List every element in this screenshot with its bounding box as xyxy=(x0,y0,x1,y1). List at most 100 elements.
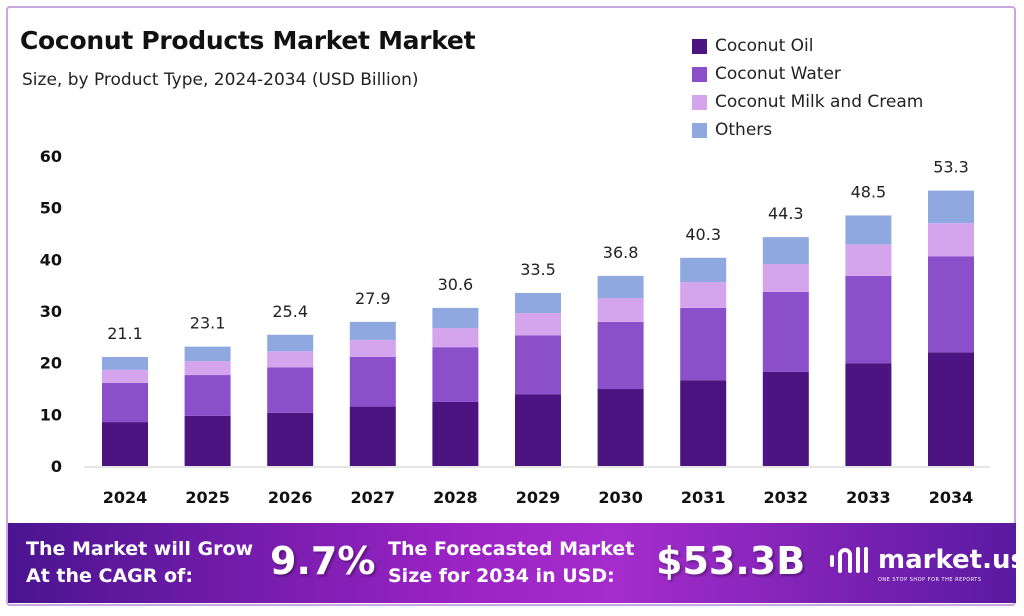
bar-segment-others xyxy=(597,275,644,299)
bar-segment-coconut-oil xyxy=(515,394,561,466)
bar-segment-coconut-water xyxy=(267,367,314,413)
bar-segment-others xyxy=(267,334,314,352)
forecast-label: The Forecasted Market Size for 2034 in U… xyxy=(388,536,634,590)
x-tick-label: 2034 xyxy=(929,488,974,507)
forecast-label-line1: The Forecasted Market xyxy=(388,538,635,560)
x-tick-label: 2030 xyxy=(598,488,643,507)
bar-segment-coconut-milk-and-cream xyxy=(432,328,479,348)
bar-segment-coconut-milk-and-cream xyxy=(680,282,727,308)
legend-label: Coconut Water xyxy=(715,64,841,84)
x-tick-label: 2031 xyxy=(681,488,726,507)
legend-swatch xyxy=(692,38,707,54)
bar-segment-others xyxy=(102,356,148,370)
cagr-label-line2: At the CAGR of: xyxy=(26,565,193,587)
bar-segment-coconut-water xyxy=(928,256,974,353)
y-tick-label: 60 xyxy=(40,147,62,166)
bar-segment-coconut-milk-and-cream xyxy=(928,223,974,257)
bar-segment-coconut-water xyxy=(680,307,727,381)
legend-swatch xyxy=(692,122,707,138)
bar-segment-coconut-milk-and-cream xyxy=(184,361,231,376)
legend-label: Others xyxy=(715,120,773,140)
bar-segment-coconut-water xyxy=(762,291,809,372)
legend-item-coconut-water: Coconut Water xyxy=(692,60,923,88)
x-tick-label: 2027 xyxy=(351,488,396,507)
legend-item-others: Others xyxy=(692,116,923,144)
total-data-label: 25.4 xyxy=(272,302,308,321)
bar-segment-coconut-milk-and-cream xyxy=(267,351,314,368)
legend: Coconut Oil Coconut Water Coconut Milk a… xyxy=(692,32,923,144)
market-us-logo: market.us ONE STOP SHOP FOR THE REPORTS xyxy=(828,543,1024,583)
legend-label: Coconut Oil xyxy=(715,36,814,56)
forecast-value: $53.3B xyxy=(656,539,806,583)
bar-segment-others xyxy=(762,237,809,264)
y-tick-label: 30 xyxy=(40,302,62,321)
x-tick-label: 2026 xyxy=(268,488,313,507)
x-tick-label: 2025 xyxy=(185,488,230,507)
total-data-label: 21.1 xyxy=(107,324,143,343)
logo-icon xyxy=(830,547,868,573)
chart-subtitle: Size, by Product Type, 2024-2034 (USD Bi… xyxy=(22,70,419,90)
x-tick-label: 2032 xyxy=(764,488,809,507)
x-tick-label: 2028 xyxy=(433,488,478,507)
bar-segment-others xyxy=(845,215,892,245)
bar-segment-coconut-oil xyxy=(267,412,314,466)
y-tick-label: 10 xyxy=(40,405,62,424)
y-tick-label: 40 xyxy=(40,250,62,269)
bar-segment-coconut-oil xyxy=(928,352,974,466)
legend-item-coconut-oil: Coconut Oil xyxy=(692,32,923,60)
bar-segment-others xyxy=(928,190,974,224)
bar-segment-coconut-oil xyxy=(349,406,396,466)
bar-segment-coconut-milk-and-cream xyxy=(349,339,396,357)
bar-segment-coconut-oil xyxy=(184,415,231,466)
bar-segment-others xyxy=(680,257,727,283)
cagr-label: The Market will Grow At the CAGR of: xyxy=(26,536,253,590)
bar-segment-coconut-oil xyxy=(762,371,809,466)
bar-chart: 010203040506021.1202423.1202525.4202627.… xyxy=(40,147,990,507)
bar-segment-coconut-oil xyxy=(680,380,727,466)
bar-segment-coconut-oil xyxy=(432,401,479,466)
total-data-label: 44.3 xyxy=(768,204,804,223)
cagr-label-line1: The Market will Grow xyxy=(26,538,254,560)
bar-segment-others xyxy=(349,321,396,340)
chart-frame xyxy=(6,6,1016,606)
total-data-label: 33.5 xyxy=(520,260,556,279)
legend-label: Coconut Milk and Cream xyxy=(715,92,924,112)
bar-segment-coconut-water xyxy=(349,356,396,407)
y-tick-label: 50 xyxy=(40,199,62,218)
y-tick-label: 20 xyxy=(40,354,62,373)
bar-segment-coconut-water xyxy=(184,375,231,416)
bar-segment-coconut-water xyxy=(102,382,148,423)
total-data-label: 27.9 xyxy=(355,289,391,308)
chart-title: Coconut Products Market Market xyxy=(20,26,476,55)
total-data-label: 30.6 xyxy=(438,275,474,294)
y-tick-label: 0 xyxy=(51,457,62,476)
bar-segment-coconut-milk-and-cream xyxy=(102,369,148,383)
total-data-label: 23.1 xyxy=(190,314,226,333)
bar-segment-coconut-water xyxy=(515,335,561,395)
bar-segment-coconut-milk-and-cream xyxy=(845,244,892,276)
legend-item-coconut-milk: Coconut Milk and Cream xyxy=(692,88,923,116)
logo-name: market.us xyxy=(878,545,1024,575)
bar-segment-others xyxy=(184,346,231,362)
legend-swatch xyxy=(692,66,707,82)
bar-segment-coconut-water xyxy=(597,321,644,390)
x-tick-label: 2024 xyxy=(103,488,148,507)
cagr-value: 9.7% xyxy=(270,539,376,583)
x-tick-label: 2029 xyxy=(516,488,561,507)
total-data-label: 48.5 xyxy=(851,182,887,201)
summary-banner: The Market will Grow At the CAGR of: 9.7… xyxy=(8,523,1024,603)
legend-swatch xyxy=(692,94,707,110)
bar-segment-others xyxy=(515,292,561,314)
logo-tagline: ONE STOP SHOP FOR THE REPORTS xyxy=(878,577,982,583)
bar-segment-coconut-milk-and-cream xyxy=(515,313,561,336)
total-data-label: 53.3 xyxy=(933,158,969,177)
bar-segment-others xyxy=(432,307,479,329)
bar-segment-coconut-oil xyxy=(597,389,644,466)
forecast-label-line2: Size for 2034 in USD: xyxy=(388,565,615,587)
x-tick-label: 2033 xyxy=(846,488,891,507)
bar-segment-coconut-water xyxy=(432,347,479,402)
bar-segment-coconut-milk-and-cream xyxy=(762,263,809,292)
bar-segment-coconut-water xyxy=(845,275,892,364)
bar-segment-coconut-milk-and-cream xyxy=(597,298,644,322)
bar-segment-coconut-oil xyxy=(845,363,892,466)
